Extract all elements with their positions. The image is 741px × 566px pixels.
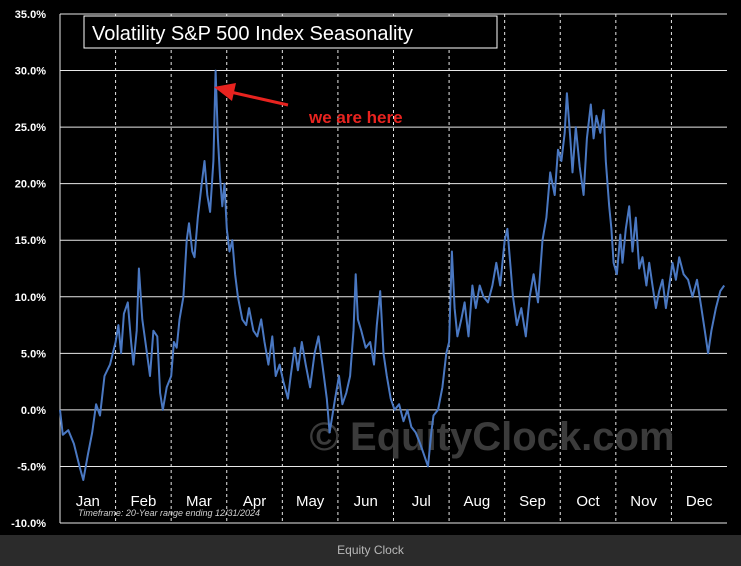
- chart-title: Volatility S&P 500 Index Seasonality: [92, 23, 413, 45]
- grid-layer: [60, 13, 727, 524]
- x-tick-label: Nov: [630, 493, 657, 510]
- annotation-arrowhead: [214, 83, 236, 101]
- series-line-vix: [59, 69, 726, 481]
- x-tick-label: Aug: [464, 493, 491, 510]
- x-tick-label: Apr: [243, 493, 266, 510]
- y-tick-label: 20.0%: [15, 179, 46, 191]
- axis-layer: 35.0% 30.0% 25.0% 20.0% 15.0% 10.0% 5.0% 0.0% -5…: [11, 9, 713, 530]
- annotation-text: we are here: [308, 108, 403, 127]
- watermark: © EquityClock.com: [309, 415, 674, 459]
- x-tick-label: Jan: [76, 493, 100, 510]
- x-tick-label: Jun: [354, 493, 378, 510]
- y-tick-label: -5.0%: [17, 461, 46, 473]
- annotation-arrow: [225, 89, 289, 107]
- x-tick-label: Mar: [186, 493, 212, 510]
- x-tick-label: May: [296, 493, 325, 510]
- x-tick-label: Dec: [686, 493, 713, 510]
- y-tick-label: 10.0%: [15, 292, 46, 304]
- y-tick-label: 35.0%: [15, 9, 46, 21]
- y-tick-label: 5.0%: [21, 348, 46, 360]
- image-caption: Equity Clock: [337, 543, 404, 557]
- y-tick-label: 15.0%: [15, 235, 46, 247]
- title-box: [83, 15, 498, 49]
- x-tick-label: Sep: [519, 493, 546, 510]
- timeframe-note: Timeframe: 20-Year range ending 12/31/20…: [78, 508, 260, 518]
- x-tick-label: Oct: [576, 493, 600, 510]
- y-tick-label: 30.0%: [15, 66, 46, 78]
- y-tick-label: -10.0%: [11, 518, 46, 530]
- y-tick-label: 25.0%: [15, 122, 46, 134]
- chart-svg: © EquityClock.com 35.0% 30.0% 25.0% 20.0% 15…: [0, 0, 741, 535]
- x-tick-label: Feb: [130, 493, 156, 510]
- x-tick-label: Jul: [412, 493, 431, 510]
- y-tick-label: 0.0%: [21, 405, 46, 417]
